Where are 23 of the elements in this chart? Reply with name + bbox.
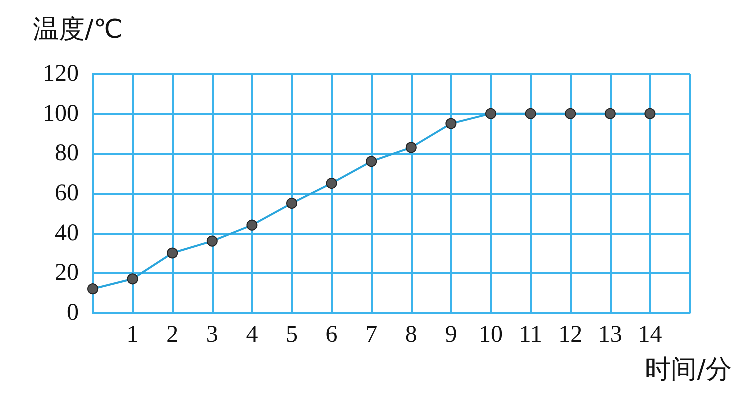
- x-tick-label: 12: [558, 322, 583, 348]
- y-tick-label: 60: [55, 180, 79, 206]
- x-tick-label: 3: [206, 322, 218, 348]
- x-tick-label: 2: [166, 322, 179, 348]
- x-tick-label: 5: [286, 322, 298, 348]
- x-tick-label: 1: [126, 322, 139, 348]
- x-tick-label: 4: [246, 322, 258, 348]
- x-tick-label: 9: [445, 322, 458, 348]
- x-tick-label: 7: [366, 322, 378, 348]
- x-tick-label: 6: [326, 322, 338, 348]
- x-tick-label: 14: [638, 322, 662, 348]
- x-tick-label: 11: [519, 322, 542, 348]
- y-tick-label: 0: [67, 300, 79, 326]
- x-tick-label: 10: [479, 322, 503, 348]
- y-tick-label: 100: [43, 100, 79, 127]
- y-tick-label: 120: [43, 61, 79, 87]
- y-tick-label: 80: [55, 140, 79, 167]
- x-tick-label: 8: [405, 322, 418, 348]
- x-tick-label: 13: [598, 322, 622, 348]
- y-axis-title: 温度/℃: [33, 15, 123, 45]
- y-tick-label: 20: [55, 260, 79, 286]
- x-axis-title: 时间/分: [645, 355, 732, 385]
- y-tick-label: 40: [55, 220, 79, 246]
